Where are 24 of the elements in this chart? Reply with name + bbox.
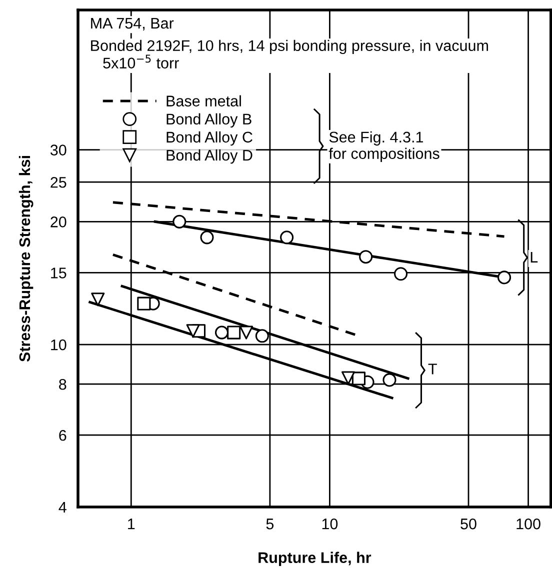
- x-axis-title: Rupture Life, hr: [258, 552, 372, 566]
- y-axis-title: Stress-Rupture Strength, ksi: [18, 156, 34, 362]
- x-tick-label: 1: [128, 518, 135, 530]
- x-tick-label: 50: [460, 518, 476, 530]
- annotation: T: [428, 364, 437, 374]
- legend-label: Bond Alloy C: [166, 131, 252, 146]
- y-tick-label: 6: [59, 430, 66, 441]
- annotation: See Fig. 4.3.1 for compositions: [328, 131, 440, 162]
- y-tick-label: 10: [51, 339, 66, 350]
- x-tick-label: 100: [516, 518, 540, 530]
- chart-title: MA 754, Bar: [91, 18, 174, 30]
- x-tick-label: 5: [266, 518, 274, 530]
- text: Bonded 2192F, 10 hrs, 14 psi bonding pressure, in vacuum 5x10$^{−5}$ torr: [91, 40, 488, 68]
- legend-label: Bond Alloy D: [166, 149, 252, 164]
- y-tick-label: 4: [58, 502, 66, 513]
- legend-label: Bond Alloy B: [166, 113, 252, 128]
- annotation: L: [530, 252, 538, 262]
- legend-label: Base metal: [166, 95, 241, 106]
- y-tick-label: 30: [50, 144, 66, 156]
- y-tick-label: 25: [50, 176, 66, 188]
- x-tick-label: 10: [322, 518, 338, 530]
- y-tick-label: 20: [50, 216, 66, 228]
- y-tick-label: 15: [51, 268, 66, 278]
- y-tick-label: 8: [59, 378, 66, 390]
